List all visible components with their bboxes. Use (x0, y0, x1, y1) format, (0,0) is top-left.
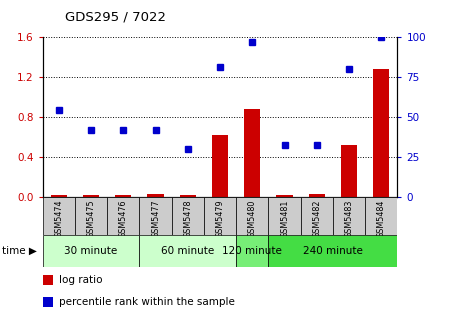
Text: 60 minute: 60 minute (161, 246, 214, 256)
Bar (83, 195, 99, 197)
Bar (236, 235, 269, 267)
Text: GSM5474: GSM5474 (54, 200, 63, 238)
Text: GSM5480: GSM5480 (248, 200, 257, 238)
Text: 120 minute: 120 minute (222, 246, 282, 256)
Text: GSM5479: GSM5479 (216, 200, 224, 238)
Bar (75, 197, 107, 235)
Bar (115, 195, 131, 197)
Text: GSM5476: GSM5476 (119, 200, 128, 238)
Text: 240 minute: 240 minute (303, 246, 363, 256)
Bar (43, 297, 53, 307)
Bar (43, 275, 53, 285)
Bar (43, 197, 75, 235)
Bar (139, 197, 172, 235)
Bar (204, 197, 236, 235)
Text: GSM5482: GSM5482 (312, 200, 321, 238)
Text: GSM5484: GSM5484 (377, 200, 386, 238)
Text: GDS295 / 7022: GDS295 / 7022 (65, 10, 166, 24)
Text: GSM5478: GSM5478 (183, 200, 192, 238)
Text: GSM5483: GSM5483 (344, 200, 353, 238)
Bar (244, 109, 260, 197)
Bar (172, 197, 204, 235)
Bar (139, 235, 236, 267)
Text: GSM5477: GSM5477 (151, 200, 160, 238)
Bar (333, 197, 365, 235)
Bar (301, 197, 333, 235)
Text: 30 minute: 30 minute (64, 246, 118, 256)
Text: time ▶: time ▶ (2, 246, 37, 256)
Text: percentile rank within the sample: percentile rank within the sample (59, 297, 234, 307)
Bar (373, 69, 389, 197)
Text: log ratio: log ratio (59, 275, 102, 285)
Bar (147, 194, 163, 197)
Bar (51, 195, 67, 197)
Bar (277, 195, 293, 197)
Text: GSM5475: GSM5475 (87, 200, 96, 238)
Bar (309, 194, 325, 197)
Bar (236, 197, 269, 235)
Bar (365, 197, 397, 235)
Bar (269, 235, 397, 267)
Bar (269, 197, 301, 235)
Text: GSM5481: GSM5481 (280, 200, 289, 238)
Bar (107, 197, 139, 235)
Bar (341, 145, 357, 197)
Bar (180, 195, 196, 197)
Bar (212, 135, 228, 197)
Bar (43, 235, 139, 267)
